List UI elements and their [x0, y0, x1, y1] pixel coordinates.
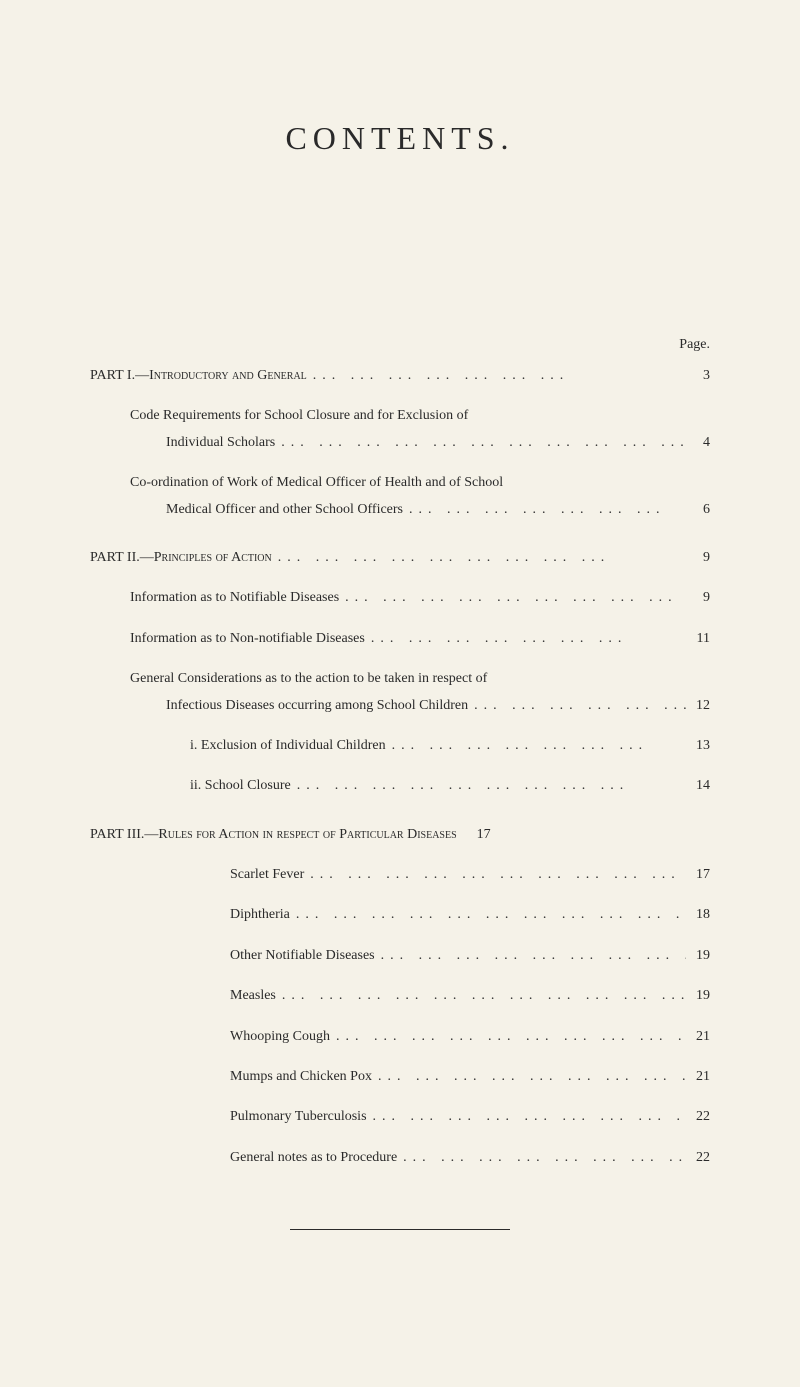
toc-label: Measles: [230, 985, 276, 1007]
toc-label: PART III.—Rules for Action in respect of…: [90, 824, 457, 846]
toc-label: PART II.—Principles of Action: [90, 547, 272, 569]
toc-page: 21: [686, 1066, 710, 1088]
toc-label: PART I.—Introductory and General: [90, 365, 307, 387]
toc-entry-gen-cons-line1: General Considerations as to the action …: [90, 668, 710, 690]
toc-dots: ... ... ... ... ... ... ... ... ... ... …: [290, 904, 686, 926]
toc-entry-exclusion: i. Exclusion of Individual Children ... …: [90, 735, 710, 757]
toc-label: Mumps and Chicken Pox: [230, 1066, 372, 1088]
toc-label: General notes as to Procedure: [230, 1147, 397, 1169]
toc-dots: ... ... ... ... ... ... ...: [365, 628, 686, 650]
toc-page: 3: [686, 365, 710, 387]
toc-entry-mumps: Mumps and Chicken Pox ... ... ... ... ..…: [90, 1066, 710, 1088]
toc-page: 19: [686, 945, 710, 967]
toc-dots: ... ... ... ... ... ... ...: [307, 365, 686, 387]
page-column-header: Page.: [90, 337, 710, 353]
toc-dots: ... ... ... ... ... ... ...: [403, 499, 686, 521]
toc-dots: ... ... ... ... ... ... ...: [468, 695, 686, 717]
toc-page: 22: [686, 1147, 710, 1169]
toc-dots: ... ... ... ... ... ... ... ... ... ... …: [330, 1026, 686, 1048]
toc-entry-info-notif: Information as to Notifiable Diseases ..…: [90, 587, 710, 609]
toc-entry-part3: PART III.—Rules for Action in respect of…: [90, 824, 710, 846]
toc-dots: ... ... ... ... ... ... ...: [386, 735, 686, 757]
toc-label: Code Requirements for School Closure and…: [130, 405, 468, 427]
toc-page: 13: [686, 735, 710, 757]
toc-dots: ... ... ... ... ... ... ... ... ...: [375, 945, 686, 967]
toc-label: Whooping Cough: [230, 1026, 330, 1048]
toc-page: 17: [467, 824, 491, 846]
toc-label: Medical Officer and other School Officer…: [166, 499, 403, 521]
toc-entry-whooping: Whooping Cough ... ... ... ... ... ... .…: [90, 1026, 710, 1048]
toc-entry-scarlet: Scarlet Fever ... ... ... ... ... ... ..…: [90, 864, 710, 886]
horizontal-divider: [290, 1229, 510, 1230]
toc-entry-measles: Measles ... ... ... ... ... ... ... ... …: [90, 985, 710, 1007]
toc-page: 22: [686, 1106, 710, 1128]
toc-entry-diphtheria: Diphtheria ... ... ... ... ... ... ... .…: [90, 904, 710, 926]
toc-page: 11: [686, 628, 710, 650]
toc-dots: ... ... ... ... ... ... ... ... ...: [272, 547, 686, 569]
toc-page: 19: [686, 985, 710, 1007]
toc-entry-closure: ii. School Closure ... ... ... ... ... .…: [90, 775, 710, 797]
toc-entry-gen-cons-line2: Infectious Diseases occurring among Scho…: [90, 695, 710, 717]
toc-label: Pulmonary Tuberculosis: [230, 1106, 367, 1128]
toc-dots: ... ... ... ... ... ... ... ... ... ... …: [276, 985, 686, 1007]
toc-dots: ... ... ... ... ... ... ... ... ...: [367, 1106, 686, 1128]
toc-label: Infectious Diseases occurring among Scho…: [166, 695, 468, 717]
toc-entry-pulmonary: Pulmonary Tuberculosis ... ... ... ... .…: [90, 1106, 710, 1128]
toc-label: Co-ordination of Work of Medical Officer…: [130, 472, 503, 494]
toc-entry-part1: PART I.—Introductory and General ... ...…: [90, 365, 710, 387]
toc-entry-coord-line2: Medical Officer and other School Officer…: [90, 499, 710, 521]
toc-entry-code-req-line1: Code Requirements for School Closure and…: [90, 405, 710, 427]
toc-entry-general-notes: General notes as to Procedure ... ... ..…: [90, 1147, 710, 1169]
toc-page: 14: [686, 775, 710, 797]
toc-page: 4: [686, 432, 710, 454]
toc-page: 9: [686, 547, 710, 569]
toc-entry-part2: PART II.—Principles of Action ... ... ..…: [90, 547, 710, 569]
toc-dots: ... ... ... ... ... ... ... ... ... ... …: [275, 432, 686, 454]
toc-dots: ... ... ... ... ... ... ... ... ...: [339, 587, 686, 609]
toc-page: 12: [686, 695, 710, 717]
page-title: CONTENTS.: [90, 120, 710, 157]
toc-dots: ... ... ... ... ... ... ... ... ...: [291, 775, 686, 797]
toc-entry-other-notif: Other Notifiable Diseases ... ... ... ..…: [90, 945, 710, 967]
toc-page: 18: [686, 904, 710, 926]
toc-page: 21: [686, 1026, 710, 1048]
toc-dots: ... ... ... ... ... ... ... ... ...: [372, 1066, 686, 1088]
toc-entry-info-nonnotif: Information as to Non-notifiable Disease…: [90, 628, 710, 650]
toc-dots: ... ... ... ... ... ... ... ... ...: [397, 1147, 686, 1169]
toc-label: Information as to Non-notifiable Disease…: [130, 628, 365, 650]
toc-entry-code-req-line2: Individual Scholars ... ... ... ... ... …: [90, 432, 710, 454]
toc-page: 6: [686, 499, 710, 521]
toc-label: Scarlet Fever: [230, 864, 304, 886]
toc-page: 9: [686, 587, 710, 609]
toc-label: Diphtheria: [230, 904, 290, 926]
toc-label: General Considerations as to the action …: [130, 668, 487, 690]
toc-label: Information as to Notifiable Diseases: [130, 587, 339, 609]
toc-label: ii. School Closure: [190, 775, 291, 797]
toc-label: Individual Scholars: [166, 432, 275, 454]
toc-dots: ... ... ... ... ... ... ... ... ... ... …: [304, 864, 686, 886]
toc-entry-coord-line1: Co-ordination of Work of Medical Officer…: [90, 472, 710, 494]
toc-label: Other Notifiable Diseases: [230, 945, 375, 967]
toc-page: 17: [686, 864, 710, 886]
toc-label: i. Exclusion of Individual Children: [190, 735, 386, 757]
